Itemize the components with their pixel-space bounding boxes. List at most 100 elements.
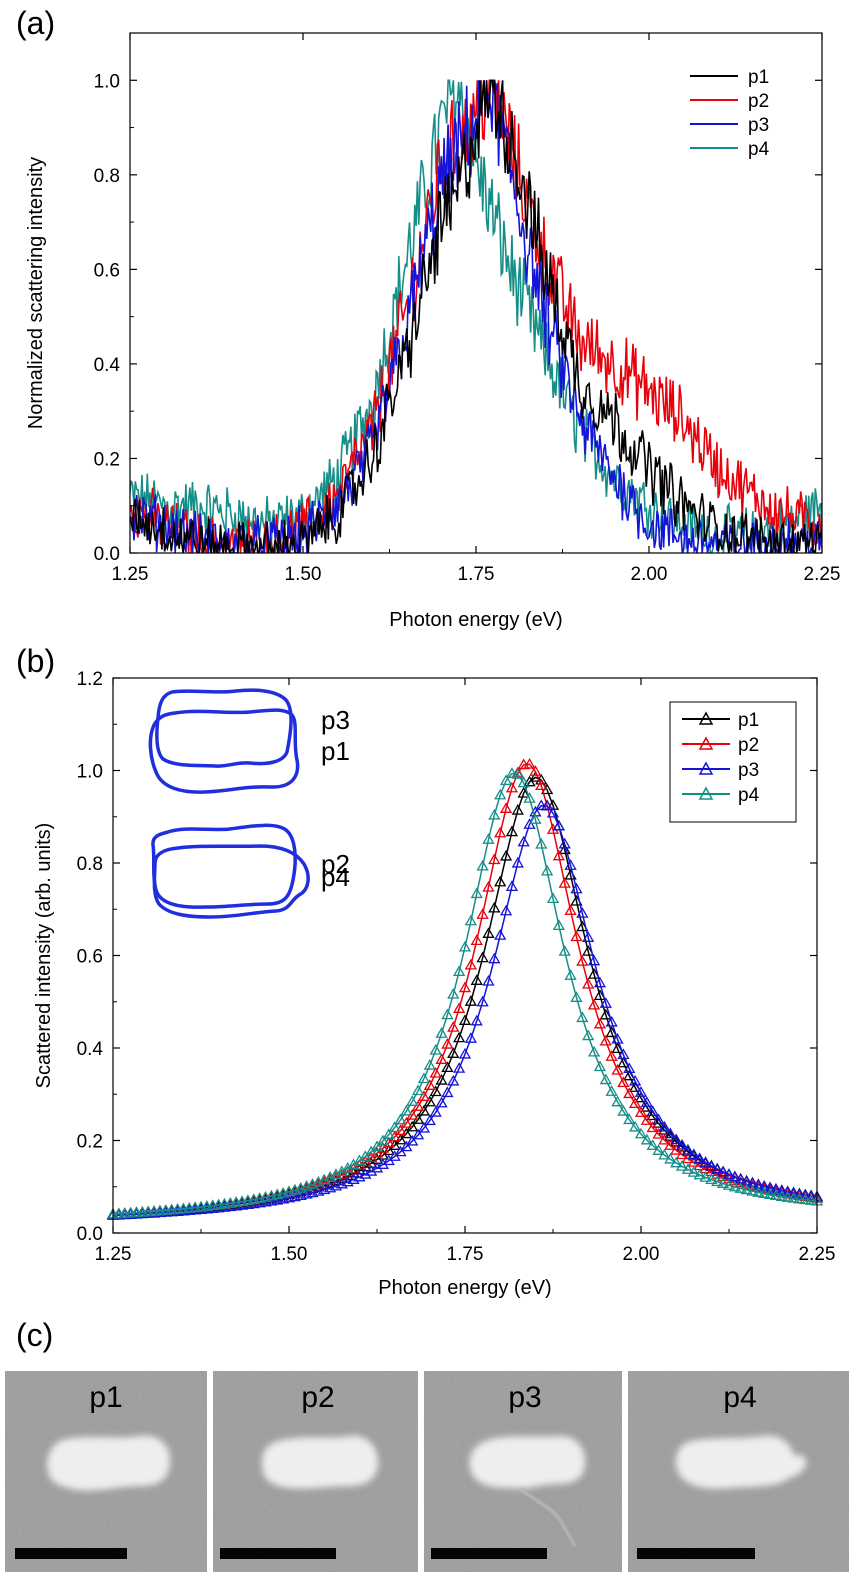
chart-b-marker-p1	[593, 989, 607, 1000]
sem-label-p2: p2	[301, 1381, 334, 1414]
chart-a-xtick-label: 1.25	[112, 564, 149, 585]
chart-a-xtick-label: 2.25	[804, 564, 841, 585]
chart-b-marker-p2	[658, 1133, 671, 1145]
scale-bar-p4	[637, 1548, 755, 1559]
chart-b-marker-p4	[394, 1113, 407, 1125]
chart-b-marker-p1	[511, 804, 524, 815]
chart-b-ytick-label: 1.0	[77, 762, 103, 783]
chart-b-legend-marker-p2	[698, 736, 714, 750]
chart-b-marker-p4	[564, 969, 577, 980]
chart-b-marker-p4	[406, 1095, 419, 1106]
chart-b-marker-p2	[546, 823, 560, 834]
sem-label-p1: p1	[89, 1381, 122, 1414]
chart-b-marker-p4	[423, 1058, 436, 1070]
outline-p3	[155, 688, 293, 768]
outline-p1	[148, 708, 300, 794]
chart-b-marker-p1	[558, 843, 571, 855]
chart-b-marker-p4	[599, 1073, 612, 1085]
chart-b-ytick-label: 0.8	[77, 854, 103, 875]
chart-b-legend-box	[669, 701, 797, 823]
chart-b-marker-p1	[476, 951, 489, 963]
chart-b-marker-p4	[681, 1163, 695, 1174]
chart-b-series-p1	[106, 771, 824, 1219]
chart-b-marker-p3	[646, 1105, 659, 1117]
chart-b-marker-p3	[570, 882, 583, 894]
chart-b-marker-p3	[634, 1086, 648, 1097]
chart-b-marker-p4	[476, 859, 489, 871]
chart-b-marker-p3	[758, 1180, 771, 1191]
chart-b-marker-p2	[470, 934, 483, 945]
panel-label-b: (b)	[16, 643, 55, 679]
shape-label-p3: p3	[321, 705, 350, 735]
chart-b-ytick-label: 0.4	[77, 1039, 104, 1060]
chart-b-marker-p2	[593, 1017, 607, 1029]
chart-b-marker-p3	[488, 952, 501, 964]
chart-b-marker-p4	[640, 1133, 653, 1145]
chart-b-marker-p3	[517, 835, 530, 847]
chart-b-marker-p3	[458, 1047, 472, 1059]
chart-b-marker-p4	[441, 1008, 454, 1020]
chart-b-marker-p4	[488, 808, 501, 820]
chart-b-marker-p2	[453, 1002, 466, 1013]
chart-b-legend-label-p3: p3	[738, 760, 759, 781]
chart-b-marker-p2	[447, 1021, 460, 1032]
chart-b-marker-p4	[388, 1121, 401, 1133]
chart-a-ytick-label: 0.4	[94, 355, 121, 376]
chart-b-legend: p1 p2 p3 p4	[669, 701, 797, 823]
chart-b-marker-p1	[494, 875, 507, 887]
chart-b-marker-p4	[787, 1191, 800, 1203]
chart-b-marker-p4	[511, 767, 524, 779]
chart-b-marker-p2	[623, 1087, 636, 1099]
chart-b-marker-p3	[411, 1128, 425, 1140]
chart-b-marker-p4	[505, 767, 519, 778]
chart-b-marker-p3	[406, 1134, 419, 1146]
chart-b-marker-p4	[494, 788, 507, 800]
chart-b-series-p3	[106, 799, 824, 1220]
chart-b-legend-label-p2: p2	[738, 735, 759, 756]
chart-b-xlabel: Photon energy (eV)	[378, 1277, 551, 1299]
chart-b-marker-p3	[511, 856, 524, 868]
chart-b-xtick-label: 2.25	[799, 1244, 836, 1265]
chart-a-xlabel: Photon energy (eV)	[389, 609, 562, 631]
chart-b-marker-p3	[576, 907, 589, 918]
chart-b-data	[106, 757, 824, 1220]
chart-b-marker-p3	[476, 995, 489, 1007]
chart-b-marker-p2	[564, 904, 577, 915]
scale-bar-p3	[431, 1548, 547, 1559]
chart-b-marker-p1	[435, 1074, 448, 1085]
chart-b-marker-p2	[587, 998, 601, 1010]
chart-b-marker-p4	[752, 1186, 765, 1197]
chart-b-ytick-label: 0.6	[77, 947, 103, 968]
shape-label-p2: p2	[321, 849, 350, 879]
sem-image-p4: p4	[628, 1371, 849, 1572]
chart-b-marker-p4	[711, 1175, 724, 1187]
chart-b-marker-p3	[453, 1062, 466, 1073]
chart-b-marker-p3	[593, 976, 607, 988]
chart-b-marker-p4	[758, 1187, 771, 1198]
chart-b-marker-p4	[740, 1183, 753, 1195]
chart-b-marker-p3	[799, 1188, 812, 1200]
chart-b-marker-p2	[629, 1097, 642, 1109]
chart-b-marker-p4	[335, 1165, 348, 1177]
chart-b-marker-p3	[617, 1048, 630, 1060]
chart-b-marker-p4	[376, 1134, 389, 1146]
chart-b-marker-p3	[470, 1014, 483, 1026]
chart-b-marker-p2	[529, 765, 542, 776]
chart-b-legend-label-p4: p4	[738, 785, 760, 806]
chart-b-marker-p3	[552, 819, 565, 831]
chart-b-marker-p3	[546, 806, 560, 818]
chart-b-marker-p4	[617, 1104, 630, 1116]
chart-b-marker-p3	[717, 1165, 730, 1177]
sem-image-p3: p3	[424, 1371, 622, 1572]
chart-b-marker-p2	[423, 1079, 436, 1090]
chart-a-series-p3	[130, 79, 822, 553]
chart-b-marker-p2	[482, 880, 495, 892]
chart-b-marker-p4	[535, 837, 548, 849]
chart-b-marker-p2	[464, 958, 477, 970]
chart-b-marker-p1	[470, 974, 483, 985]
chart-b-marker-p4	[717, 1177, 730, 1188]
chart-b-marker-p4	[728, 1180, 741, 1192]
chart-b-marker-p3	[705, 1159, 718, 1171]
chart-b-marker-p1	[429, 1085, 442, 1097]
chart-b-ytick-label: 0.2	[77, 1132, 103, 1153]
